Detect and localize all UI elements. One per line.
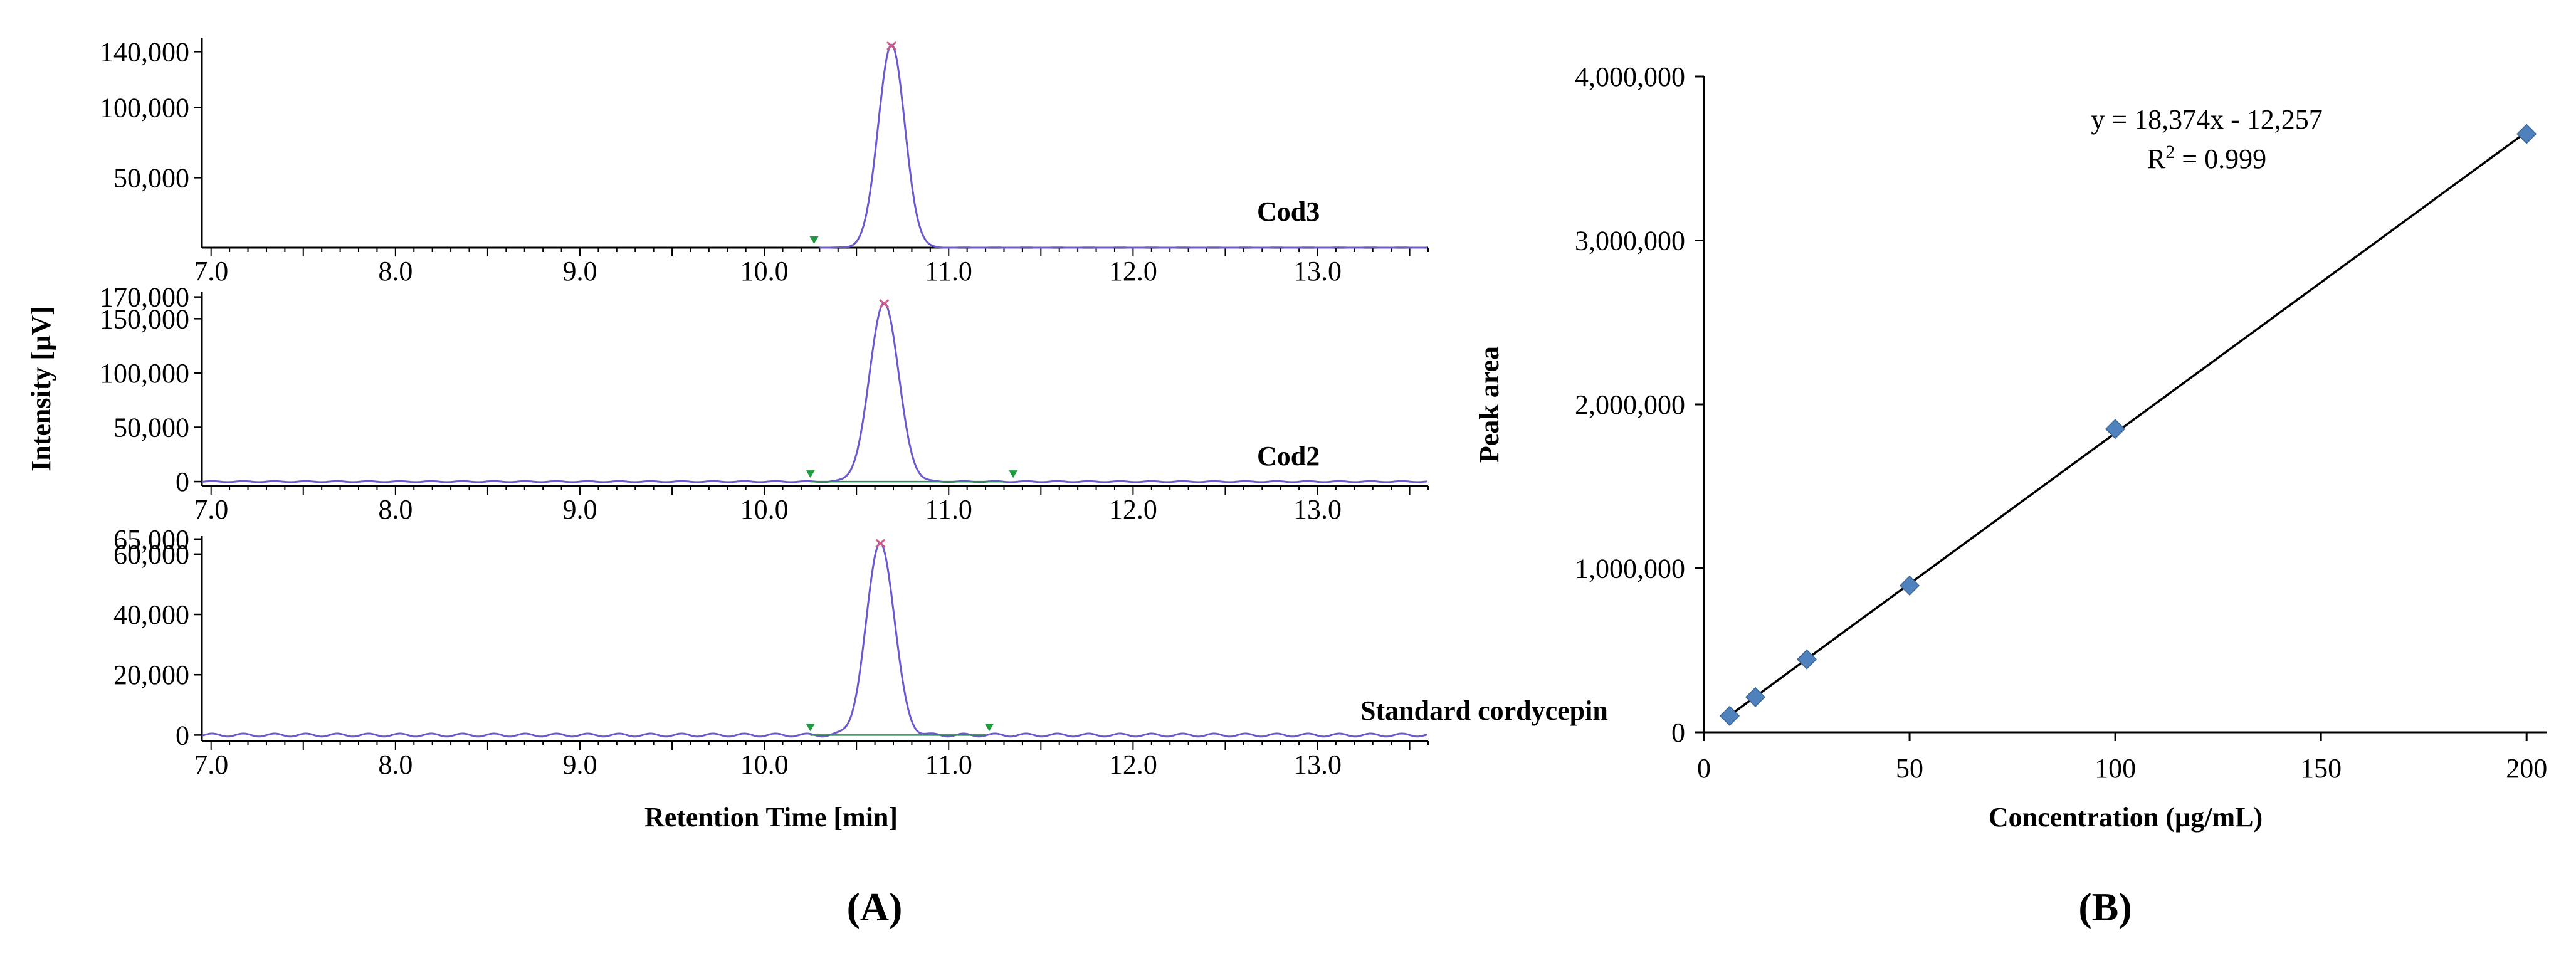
chromatogram-2-apex-marker — [879, 299, 890, 308]
chromatogram-1-label: Cod3 — [1257, 196, 1320, 227]
chart-b-x-tick-label: 200 — [2506, 753, 2547, 784]
chromatogram-2-y-tick-label: 170,000 — [100, 282, 189, 313]
chart-b-data-point — [1745, 687, 1766, 707]
chart-b-data-point — [2516, 124, 2537, 144]
chromatogram-1-y-tick-label: 140,000 — [100, 36, 189, 67]
chromatogram-3-label: Standard cordycepin — [1360, 695, 1608, 726]
chromatogram-3-y-tick-label: 40,000 — [113, 599, 189, 630]
chromatogram-3-y-tick-label: 65,000 — [113, 524, 189, 555]
chart-b-y-tick-label: 0 — [1671, 717, 1685, 748]
chromatogram-3-x-tick-label: 12.0 — [1109, 749, 1157, 780]
chart-b-data-point — [1796, 649, 1817, 670]
chromatogram-2-x-tick-label: 8.0 — [378, 494, 413, 525]
chromatogram-1-x-tick-label: 11.0 — [925, 256, 972, 287]
chart-b-x-tick-label: 100 — [2095, 753, 2136, 784]
chromatogram-1-x-tick-label: 13.0 — [1293, 256, 1342, 287]
chromatogram-3-trace — [201, 542, 1428, 738]
chromatogram-3-integration-marker — [984, 724, 994, 732]
chart-b-data-point — [2105, 419, 2126, 440]
chromatogram-1-apex-marker — [886, 41, 897, 51]
chromatogram-2-integration-marker — [1009, 470, 1018, 478]
chromatogram-2-x-tick-label: 7.0 — [194, 494, 228, 525]
chromatogram-3-integration-marker — [806, 724, 815, 732]
chart-b-data-point — [1899, 575, 1920, 596]
chromatogram-3-x-tick-label: 9.0 — [562, 749, 597, 780]
chart-b-r-squared: R2 = 0.999 — [2147, 142, 2266, 174]
chromatogram-1-x-tick-label: 7.0 — [194, 256, 228, 287]
chromatogram-2-y-tick-label: 150,000 — [100, 303, 189, 334]
chromatogram-1-y-tick-label: 50,000 — [113, 162, 189, 193]
panel-a-label: (A) — [847, 885, 903, 929]
chart-b-equation: y = 18,374x - 12,257 — [2091, 104, 2322, 135]
chart-b-y-tick-label: 4,000,000 — [1575, 61, 1685, 92]
chromatogram-3-x-tick-label: 11.0 — [925, 749, 972, 780]
chromatogram-2-trace — [201, 302, 1427, 483]
chromatogram-2-x-tick-label: 12.0 — [1109, 494, 1157, 525]
chart-b-x-tick-label: 150 — [2300, 753, 2342, 784]
chromatogram-1-integration-marker — [809, 236, 819, 244]
chromatogram-1-y-tick-label: 100,000 — [100, 93, 189, 124]
chromatogram-2-x-tick-label: 13.0 — [1293, 494, 1342, 525]
chromatogram-1-trace — [819, 43, 1427, 249]
panel-b-label: (B) — [2078, 885, 2132, 929]
chromatogram-1-x-tick-label: 8.0 — [378, 256, 413, 287]
chromatogram-3-x-tick-label: 13.0 — [1293, 749, 1342, 780]
chart-b-y-label: Peak area — [1474, 346, 1505, 463]
chromatogram-1-x-tick-label: 12.0 — [1109, 256, 1157, 287]
chart-b-y-tick-label: 2,000,000 — [1575, 389, 1685, 420]
chart-b-y-tick-label: 3,000,000 — [1575, 226, 1685, 256]
chromatogram-3-x-tick-label: 10.0 — [740, 749, 789, 780]
chromatogram-2-y-tick-label: 0 — [176, 466, 189, 497]
chromatogram-1-x-tick-label: 9.0 — [562, 256, 597, 287]
chart-a-y-label: Intensity [µV] — [26, 306, 56, 471]
chromatogram-3-y-tick-label: 60,000 — [113, 539, 189, 570]
chromatogram-1-x-tick-label: 10.0 — [740, 256, 789, 287]
chart-b-data-point — [1719, 705, 1740, 726]
chart-a-x-label: Retention Time [min] — [644, 802, 898, 833]
chromatogram-2-x-tick-label: 9.0 — [562, 494, 597, 525]
chromatogram-3-apex-marker — [875, 539, 886, 548]
chart-b-fit-line — [1728, 130, 2528, 717]
chromatogram-2-x-tick-label: 11.0 — [925, 494, 972, 525]
chromatogram-3-y-tick-label: 20,000 — [113, 660, 189, 690]
chart-b-y-tick-label: 1,000,000 — [1575, 554, 1685, 584]
chromatogram-2-integration-marker — [806, 470, 815, 478]
chromatogram-3-x-tick-label: 7.0 — [194, 749, 228, 780]
chromatogram-2-y-tick-label: 100,000 — [100, 358, 189, 389]
chart-b-x-tick-label: 0 — [1697, 753, 1711, 784]
chromatogram-2-y-tick-label: 50,000 — [113, 412, 189, 443]
chart-b-x-label: Concentration (µg/mL) — [1989, 802, 2263, 833]
chromatogram-2-label: Cod2 — [1257, 441, 1320, 471]
chromatogram-3-x-tick-label: 8.0 — [378, 749, 413, 780]
chromatogram-3-y-tick-label: 0 — [176, 720, 189, 750]
chromatogram-2-x-tick-label: 10.0 — [740, 494, 789, 525]
chart-b-x-tick-label: 50 — [1896, 753, 1923, 784]
